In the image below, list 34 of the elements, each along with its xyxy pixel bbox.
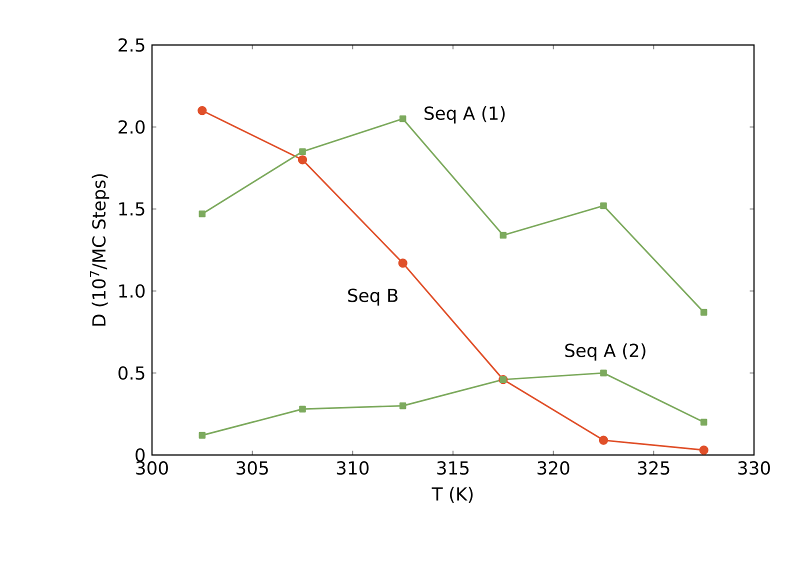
x-tick-label: 300 xyxy=(136,461,168,475)
point xyxy=(198,210,206,218)
series-label: Seq B xyxy=(348,288,398,306)
x-tick-label: 305 xyxy=(236,461,268,475)
y-tick-label: 1.0 xyxy=(119,284,145,298)
point xyxy=(299,406,306,412)
point xyxy=(198,106,207,116)
x-tick-label: 330 xyxy=(738,461,770,475)
x-tick-label: 310 xyxy=(336,461,369,475)
point xyxy=(598,436,608,445)
point xyxy=(399,115,406,122)
x-tick-label: 320 xyxy=(538,461,570,475)
point xyxy=(600,202,607,210)
y-axis-title: D (10$^{7}$/MC Steps) xyxy=(90,174,110,326)
point xyxy=(699,445,708,455)
x-tick-label: 325 xyxy=(638,461,670,475)
y-tick-label: 0.5 xyxy=(118,366,144,380)
point xyxy=(700,418,708,426)
point xyxy=(600,370,607,376)
y-tick-label: 0 xyxy=(136,448,145,462)
x-axis-title: T (K) xyxy=(432,486,473,503)
point xyxy=(500,232,507,239)
point xyxy=(700,308,708,316)
y-tick-label: 2.5 xyxy=(118,38,144,52)
y-tick-label: 1.5 xyxy=(119,202,144,216)
series-label: Seq A (1) xyxy=(424,106,505,124)
y-tick-label: 2.0 xyxy=(118,120,145,134)
point xyxy=(399,402,406,410)
x-tick-label: 315 xyxy=(437,461,469,475)
point xyxy=(299,148,306,155)
point xyxy=(298,155,308,164)
point xyxy=(198,432,206,439)
point xyxy=(398,258,408,268)
series-label: Seq A (2) xyxy=(565,343,646,361)
